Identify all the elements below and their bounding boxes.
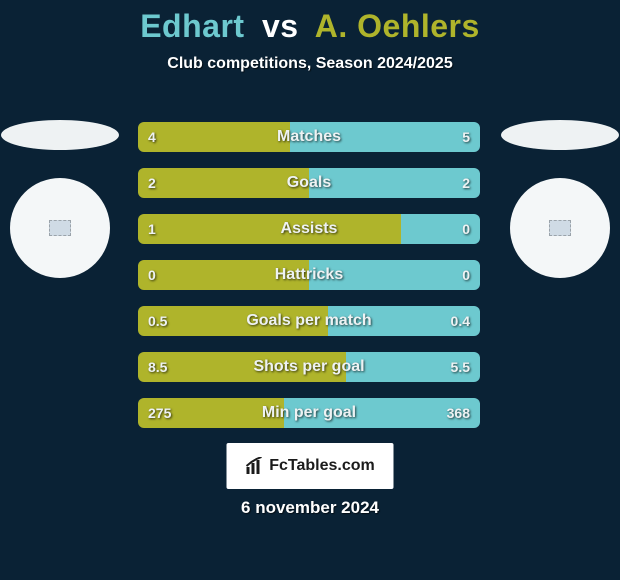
player1-flag-icon (49, 220, 71, 236)
stat-segment-right (309, 168, 480, 198)
stat-segment-left (138, 168, 309, 198)
stat-segment-left (138, 260, 309, 290)
stat-segment-left (138, 306, 328, 336)
stat-segment-right (346, 352, 480, 382)
stat-row-goals-per-match: Goals per match0.50.4 (138, 306, 480, 336)
stat-row-goals: Goals22 (138, 168, 480, 198)
comparison-bars: Matches45 Goals22 Assists10 Hattricks00 Goal… (138, 122, 480, 444)
player2-club-circle (510, 178, 610, 278)
branding-badge: FcTables.com (227, 443, 394, 489)
player1-photo-placeholder (1, 120, 119, 150)
player2-name: A. Oehlers (315, 8, 480, 44)
stat-segment-left (138, 122, 290, 152)
stat-segment-right (401, 214, 480, 244)
stat-segment-right (328, 306, 480, 336)
comparison-title: Edhart vs A. Oehlers (0, 0, 620, 45)
branding-text: FcTables.com (269, 457, 375, 475)
stat-segment-left (138, 398, 284, 428)
stat-segment-right (290, 122, 480, 152)
stat-row-assists: Assists10 (138, 214, 480, 244)
branding-chart-icon (245, 457, 265, 475)
player1-club-circle (10, 178, 110, 278)
subtitle: Club competitions, Season 2024/2025 (0, 55, 620, 73)
player1-side-graphics (0, 120, 120, 278)
title-vs: vs (262, 8, 299, 44)
stat-row-matches: Matches45 (138, 122, 480, 152)
player1-name: Edhart (140, 8, 244, 44)
player2-flag-icon (549, 220, 571, 236)
footer-date: 6 november 2024 (0, 498, 620, 518)
player2-photo-placeholder (501, 120, 619, 150)
stat-segment-left (138, 214, 401, 244)
stat-row-min-per-goal: Min per goal275368 (138, 398, 480, 428)
stat-row-shots-per-goal: Shots per goal8.55.5 (138, 352, 480, 382)
stat-segment-left (138, 352, 346, 382)
stat-segment-right (309, 260, 480, 290)
stat-row-hattricks: Hattricks00 (138, 260, 480, 290)
stat-segment-right (284, 398, 480, 428)
player2-side-graphics (500, 120, 620, 278)
